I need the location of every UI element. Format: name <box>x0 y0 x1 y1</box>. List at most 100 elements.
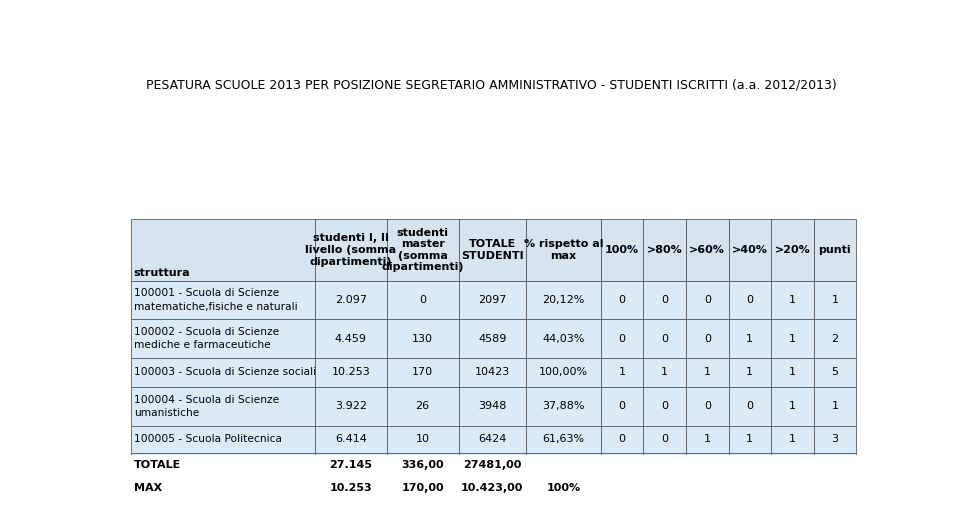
Text: 27481,00: 27481,00 <box>463 460 522 470</box>
Bar <box>601 387 643 426</box>
Text: PESATURA SCUOLE 2013 PER POSIZIONE SEGRETARIO AMMINISTRATIVO - STUDENTI ISCRITTI: PESATURA SCUOLE 2013 PER POSIZIONE SEGRE… <box>146 78 837 91</box>
Text: 2.097: 2.097 <box>335 295 366 305</box>
Bar <box>130 358 315 387</box>
Bar <box>813 476 856 499</box>
Text: 100002 - Scuola di Scienze
mediche e farmaceutiche: 100002 - Scuola di Scienze mediche e far… <box>134 327 279 350</box>
Text: 6.414: 6.414 <box>335 434 366 445</box>
Bar <box>386 281 458 319</box>
Bar <box>130 387 315 426</box>
Bar <box>130 453 315 476</box>
Text: 3.922: 3.922 <box>335 401 366 411</box>
Text: TOTALE
STUDENTI: TOTALE STUDENTI <box>461 239 524 261</box>
Bar <box>729 426 771 453</box>
Bar <box>771 387 813 426</box>
Bar <box>458 453 526 476</box>
Bar <box>386 219 458 281</box>
Text: 0: 0 <box>662 401 668 411</box>
Bar <box>130 476 315 499</box>
Bar <box>771 476 813 499</box>
Bar <box>526 358 601 387</box>
Bar <box>386 387 458 426</box>
Text: % rispetto al
max: % rispetto al max <box>524 239 603 261</box>
Bar <box>771 453 813 476</box>
Bar <box>386 476 458 499</box>
Text: 170,00: 170,00 <box>402 483 444 493</box>
Bar <box>386 319 458 358</box>
Text: 1: 1 <box>831 401 838 411</box>
Bar <box>643 219 686 281</box>
Bar <box>601 358 643 387</box>
Text: 0: 0 <box>662 295 668 305</box>
Text: >80%: >80% <box>647 245 683 255</box>
Text: 0: 0 <box>619 295 625 305</box>
Bar <box>601 219 643 281</box>
Text: struttura: struttura <box>134 268 191 277</box>
Text: 100%: 100% <box>547 483 580 493</box>
Text: 1: 1 <box>662 367 668 378</box>
Text: 1: 1 <box>789 334 796 343</box>
Bar <box>813 358 856 387</box>
Bar <box>315 319 386 358</box>
Text: 0: 0 <box>704 401 711 411</box>
Text: >40%: >40% <box>732 245 768 255</box>
Bar <box>729 358 771 387</box>
Bar <box>601 319 643 358</box>
Text: >20%: >20% <box>775 245 810 255</box>
Bar <box>315 453 386 476</box>
Text: 100,00%: 100,00% <box>539 367 588 378</box>
Text: 1: 1 <box>746 334 754 343</box>
Text: 26: 26 <box>415 401 430 411</box>
Bar <box>771 319 813 358</box>
Text: >60%: >60% <box>690 245 725 255</box>
Text: 0: 0 <box>619 434 625 445</box>
Bar <box>458 426 526 453</box>
Bar <box>771 426 813 453</box>
Text: TOTALE: TOTALE <box>134 460 181 470</box>
Bar <box>686 358 729 387</box>
Text: 6424: 6424 <box>478 434 506 445</box>
Text: 336,00: 336,00 <box>402 460 444 470</box>
Bar <box>643 426 686 453</box>
Bar <box>686 476 729 499</box>
Text: 1: 1 <box>746 434 754 445</box>
Bar <box>601 476 643 499</box>
Bar <box>729 219 771 281</box>
Text: 1: 1 <box>789 434 796 445</box>
Bar <box>771 358 813 387</box>
Text: 0: 0 <box>662 334 668 343</box>
Text: 27.145: 27.145 <box>329 460 372 470</box>
Text: 10.423,00: 10.423,00 <box>461 483 524 493</box>
Bar <box>458 387 526 426</box>
Text: 100001 - Scuola di Scienze
matematiche,fisiche e naturali: 100001 - Scuola di Scienze matematiche,f… <box>134 288 297 312</box>
Text: 0: 0 <box>662 434 668 445</box>
Text: 1: 1 <box>789 295 796 305</box>
Text: studenti I, II
livello (somma
dipartimenti): studenti I, II livello (somma dipartimen… <box>305 234 396 267</box>
Bar <box>458 281 526 319</box>
Bar <box>813 281 856 319</box>
Text: MAX: MAX <box>134 483 162 493</box>
Text: 5: 5 <box>831 367 838 378</box>
Text: 3948: 3948 <box>478 401 506 411</box>
Text: 1: 1 <box>746 367 754 378</box>
Bar <box>686 219 729 281</box>
Bar <box>315 281 386 319</box>
Text: 100003 - Scuola di Scienze sociali: 100003 - Scuola di Scienze sociali <box>134 367 316 378</box>
Text: 1: 1 <box>704 367 711 378</box>
Bar <box>130 281 315 319</box>
Bar <box>130 219 315 281</box>
Bar <box>729 476 771 499</box>
Bar <box>686 453 729 476</box>
Bar <box>601 453 643 476</box>
Bar <box>526 219 601 281</box>
Bar <box>386 453 458 476</box>
Bar <box>643 476 686 499</box>
Text: 1: 1 <box>789 401 796 411</box>
Bar <box>526 476 601 499</box>
Bar <box>643 281 686 319</box>
Bar <box>643 319 686 358</box>
Text: 10423: 10423 <box>475 367 510 378</box>
Bar <box>386 426 458 453</box>
Text: studenti
master
(somma
dipartimenti): studenti master (somma dipartimenti) <box>382 227 464 272</box>
Text: 1: 1 <box>789 367 796 378</box>
Text: 4589: 4589 <box>478 334 506 343</box>
